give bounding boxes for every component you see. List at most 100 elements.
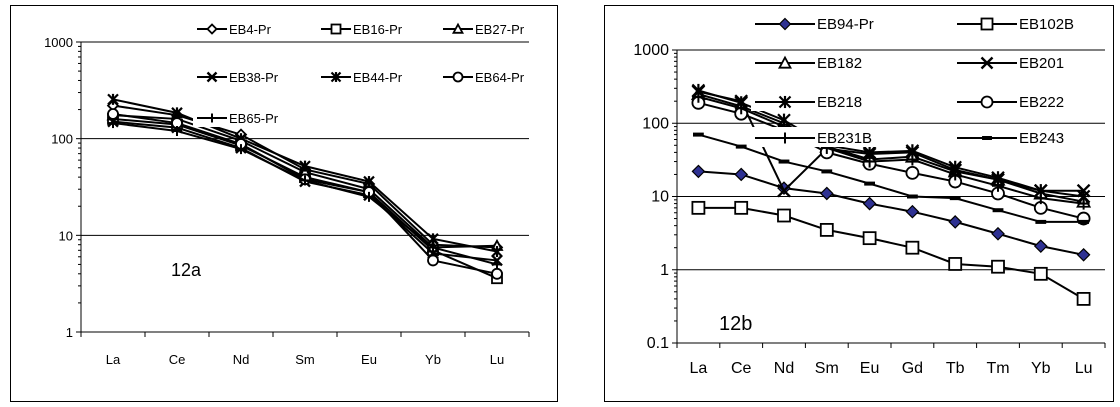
legend-marker-EB38-Pr: [206, 71, 218, 83]
legend-marker-EB243: [982, 136, 992, 140]
legend-marker-EB65-Pr: [207, 113, 217, 123]
series-line-EB222: [698, 101, 1084, 220]
y-tick-label: 1000: [633, 42, 669, 59]
legend-entry-bg: [317, 18, 437, 38]
legend-label: EB38-Pr: [229, 70, 279, 85]
legend-label: EB94-Pr: [817, 16, 874, 33]
legend-entry-bg: [193, 107, 313, 127]
y-tick-label: 1: [660, 262, 669, 279]
data-point-EB231B: [735, 102, 748, 115]
data-point-EB201: [777, 183, 791, 198]
legend-label: EB182: [817, 55, 862, 72]
data-point-EB102B: [905, 240, 920, 255]
legend-marker-EB16-Pr: [330, 23, 342, 35]
x-tick-label: Ce: [731, 360, 752, 377]
x-tick-label: Nd: [774, 360, 794, 377]
legend-entry-bg: [953, 127, 1103, 147]
panel-label: 12a: [171, 260, 202, 280]
data-point-EB243: [1078, 219, 1089, 224]
series-line-EB65-Pr: [112, 122, 498, 266]
data-point-EB65-Pr: [172, 126, 182, 137]
x-tick-label: Eu: [361, 352, 377, 367]
legend-label: EB64-Pr: [475, 70, 525, 85]
data-point-EB65-Pr: [300, 175, 310, 186]
x-tick-label: Sm: [295, 352, 315, 367]
x-tick-label: Lu: [1075, 360, 1093, 377]
x-tick-label: Yb: [425, 352, 441, 367]
data-point-EB94-Pr: [691, 164, 706, 179]
data-point-EB102B: [691, 200, 706, 215]
y-tick-label: 10: [59, 228, 73, 243]
legend-marker-EB182: [777, 55, 793, 69]
series-line-EB94-Pr: [698, 170, 1084, 256]
x-tick-label: La: [106, 352, 121, 367]
legend-label: EB201: [1019, 55, 1064, 72]
data-point-EB231B: [863, 155, 876, 168]
series-line-EB243: [698, 133, 1084, 223]
chart-panel-12a: 1 10 100 1000 La Ce Nd Sm Eu Yb Lu 12a EB4-Pr EB16-Pr…: [10, 5, 558, 402]
legend-marker-EB94-Pr: [778, 17, 792, 31]
y-tick-label: 10: [651, 189, 669, 206]
data-point-EB102B: [734, 200, 749, 215]
data-point-EB94-Pr: [948, 215, 963, 229]
data-point-EB102B: [991, 259, 1005, 274]
legend-marker-EB27-Pr: [451, 22, 465, 34]
data-point-EB65-Pr: [428, 242, 438, 253]
data-point-EB65-Pr: [108, 118, 118, 129]
data-point-EB94-Pr: [905, 204, 920, 219]
data-point-EB44-Pr: [363, 175, 375, 188]
legend-label: EB243: [1019, 130, 1064, 147]
legend-marker-EB201: [980, 56, 994, 70]
data-point-EB94-Pr: [734, 167, 749, 182]
legend-label: EB218: [817, 94, 862, 111]
series-line-EB182: [698, 93, 1084, 203]
data-point-EB243: [864, 181, 875, 186]
data-point-EB102B: [819, 222, 834, 237]
x-tick-label: Gd: [902, 360, 923, 377]
legend-marker-EB102B: [980, 17, 994, 31]
x-tick-label: Nd: [233, 352, 250, 367]
data-point-EB102B: [862, 231, 877, 246]
legend-label: EB222: [1019, 94, 1064, 111]
data-point-EB243: [1035, 219, 1047, 224]
x-tick-label: Sm: [815, 360, 839, 377]
y-tick-label: 100: [51, 132, 73, 147]
data-point-EB44-Pr: [107, 93, 119, 106]
legend-entry-bg: [193, 18, 313, 38]
y-tick-label: 100: [642, 115, 669, 132]
legend-marker-EB64-Pr: [452, 71, 464, 83]
legend-entry-bg: [439, 18, 549, 38]
chart-12a-svg: 1 10 100 1000 La Ce Nd Sm Eu Yb Lu 12a EB4-Pr EB16-Pr…: [44, 18, 549, 367]
x-tick-label: Lu: [490, 352, 504, 367]
data-point-EB65-Pr: [236, 144, 246, 155]
data-point-EB44-Pr: [299, 160, 311, 172]
data-point-EB65-Pr: [364, 191, 374, 202]
x-tick-label: Tb: [946, 360, 965, 377]
data-point-EB44-Pr: [171, 107, 183, 119]
legend-label: EB102B: [1019, 16, 1074, 33]
legend-marker-EB231B: [779, 132, 791, 144]
series-line-EB102B: [698, 206, 1085, 300]
data-point-EB64-Pr: [427, 254, 439, 267]
data-point-EB231B: [992, 179, 1004, 192]
data-point-EB231B: [1034, 192, 1047, 205]
x-tick-label: La: [690, 360, 708, 377]
data-point-EB243: [992, 208, 1004, 213]
legend-entry-bg: [317, 66, 437, 86]
data-point-EB243: [949, 196, 961, 201]
series-line-EB218: [698, 89, 1084, 198]
data-point-EB102B: [1033, 266, 1048, 281]
legend-label: EB4-Pr: [229, 22, 272, 37]
data-point-EB243: [821, 169, 833, 174]
legend-marker-EB218: [778, 95, 792, 109]
data-point-EB102B: [1076, 291, 1091, 306]
data-point-EB231B: [692, 90, 705, 103]
legend-label: EB44-Pr: [353, 70, 403, 85]
chart-12b-svg: 0.1 1 10 100 1000 La Ce Nd Sm Eu Gd Tb Tm Yb Lu 12b EB94…: [633, 13, 1106, 377]
data-point-EB243: [735, 144, 747, 149]
data-point-EB102B: [948, 257, 963, 271]
data-point-EB64-Pr: [107, 108, 119, 120]
data-point-EB243: [778, 159, 790, 164]
data-point-EB44-Pr: [491, 245, 503, 258]
data-point-EB94-Pr: [1076, 247, 1091, 262]
